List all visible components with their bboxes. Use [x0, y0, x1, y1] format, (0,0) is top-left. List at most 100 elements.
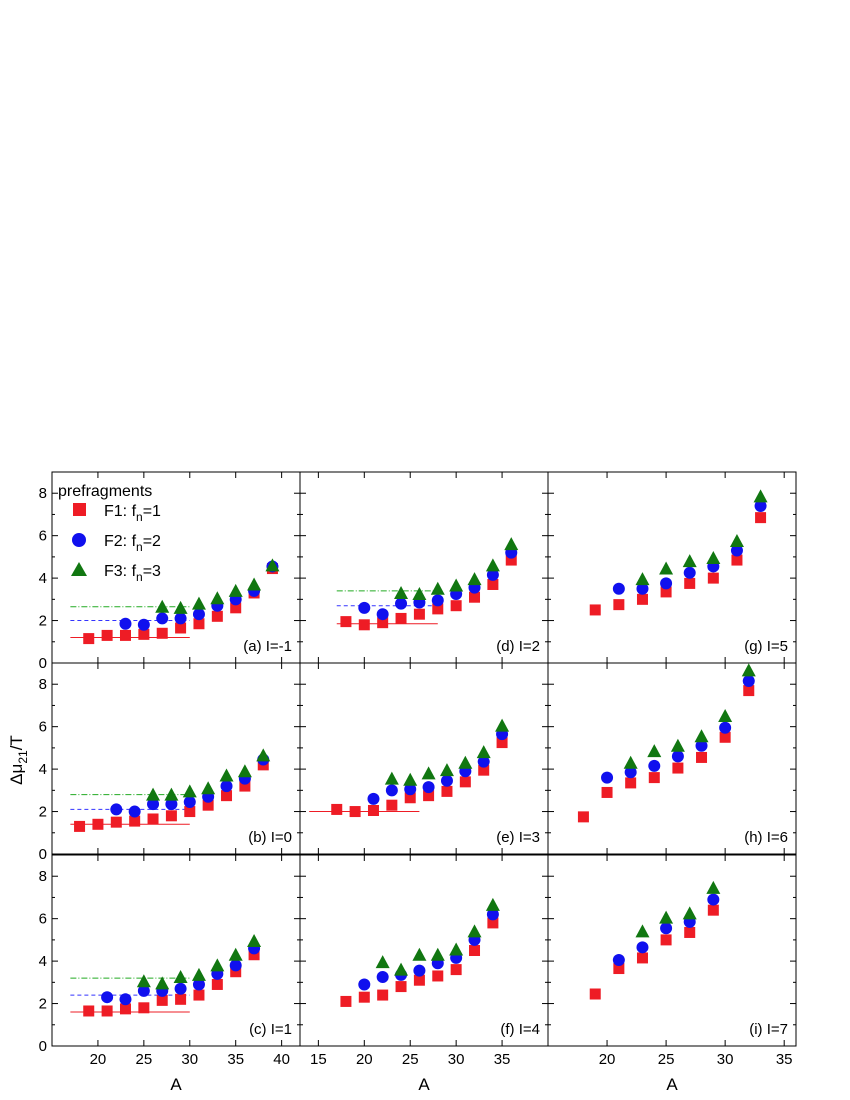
marker-f2 [742, 675, 755, 688]
panel-5: (e) I=3 [299, 662, 549, 855]
marker-f3 [659, 561, 674, 575]
marker-f2 [137, 618, 150, 631]
marker-f1 [432, 603, 444, 615]
marker-f2 [486, 908, 499, 921]
marker-f2 [648, 759, 661, 772]
marker-f1 [577, 811, 589, 823]
marker-f3 [430, 581, 445, 595]
marker-f2 [174, 612, 187, 625]
marker-f1 [221, 790, 233, 802]
marker-f2 [754, 499, 767, 512]
panel-frame [299, 471, 549, 664]
marker-f3 [191, 596, 206, 610]
y-tick-label: 0 [39, 655, 47, 672]
x-tick-label: 25 [658, 1051, 675, 1068]
marker-f1 [175, 622, 187, 634]
marker-f1 [101, 629, 113, 641]
marker-f2 [358, 601, 371, 614]
marker-f3 [706, 550, 721, 564]
marker-f3 [449, 578, 464, 592]
marker-f2 [636, 941, 649, 954]
marker-f1 [184, 806, 196, 818]
marker-f1 [395, 612, 407, 624]
marker-f3 [635, 924, 650, 938]
marker-f2 [660, 577, 673, 590]
marker-f1 [138, 1002, 150, 1014]
marker-f3 [265, 558, 280, 572]
marker-f1 [487, 578, 499, 590]
marker-f1 [83, 633, 95, 645]
marker-f2 [128, 805, 141, 818]
marker-f1 [202, 799, 214, 811]
marker-f3 [485, 897, 500, 911]
marker-f2 [422, 781, 435, 794]
marker-f1 [239, 780, 251, 792]
marker-f2 [683, 566, 696, 579]
marker-f2 [671, 750, 684, 763]
marker-f3 [210, 958, 225, 972]
marker-f2 [431, 594, 444, 607]
marker-f3 [146, 787, 161, 801]
marker-f3 [647, 744, 662, 758]
marker-f3 [476, 745, 491, 759]
y-tick-label: 6 [39, 911, 47, 928]
marker-f1 [505, 554, 517, 566]
marker-f1 [441, 785, 453, 797]
marker-f3 [439, 763, 454, 777]
marker-f1 [331, 803, 343, 815]
legend-entry-f1: F1: fn=1 [104, 503, 161, 524]
marker-f2 [192, 608, 205, 621]
marker-f1 [230, 602, 242, 614]
marker-f1 [101, 1005, 113, 1017]
panel-frame [299, 854, 549, 1047]
y-tick-label: 4 [39, 953, 47, 970]
x-axis-label-col1: A [170, 1075, 182, 1094]
marker-f1 [83, 1005, 95, 1017]
marker-f1 [660, 934, 672, 946]
marker-f1 [367, 804, 379, 816]
marker-f2 [601, 771, 614, 784]
x-tick-label: 35 [227, 1051, 244, 1068]
marker-f2 [119, 617, 132, 630]
marker-f3 [375, 955, 390, 969]
marker-f2 [376, 608, 389, 621]
y-tick-label: 0 [39, 1038, 47, 1055]
marker-f1 [660, 586, 672, 598]
panel-label: (b) I=0 [248, 829, 292, 846]
marker-f3 [191, 967, 206, 981]
marker-f1 [589, 604, 601, 616]
marker-f3 [753, 489, 768, 503]
marker-f2 [385, 784, 398, 797]
marker-f1 [211, 978, 223, 990]
y-tick-label: 6 [39, 719, 47, 736]
marker-f1 [211, 610, 223, 622]
x-axis-label-col3: A [666, 1075, 678, 1094]
x-tick-label: 20 [356, 1051, 373, 1068]
marker-f3 [403, 772, 418, 786]
panel-label: (d) I=2 [496, 638, 540, 655]
marker-f1 [648, 772, 660, 784]
marker-f1 [450, 964, 462, 976]
marker-f1 [413, 608, 425, 620]
marker-f1 [147, 813, 159, 825]
marker-f3 [623, 755, 638, 769]
marker-f2 [358, 978, 371, 991]
marker-f2 [395, 597, 408, 610]
marker-f3 [682, 906, 697, 920]
marker-f3 [412, 947, 427, 961]
panel-label: (f) I=4 [500, 1021, 540, 1038]
marker-f2 [440, 774, 453, 787]
marker-f1 [129, 815, 141, 827]
marker-f1 [487, 917, 499, 929]
marker-f3 [467, 924, 482, 938]
x-tick-label: 30 [448, 1051, 465, 1068]
marker-f1 [423, 790, 435, 802]
y-tick-label: 0 [39, 846, 47, 863]
marker-f3 [256, 748, 271, 762]
panels-layer: 0 2 4 6 8 (a) I=-1 0 2 4 6 8 (b) I=0 0 2 4 6 8 20 25 30 35 40… [39, 471, 797, 1068]
marker-f1 [743, 685, 755, 697]
marker-f2 [119, 993, 132, 1006]
panel-label: (g) I=5 [744, 638, 788, 655]
marker-f3 [201, 781, 216, 795]
